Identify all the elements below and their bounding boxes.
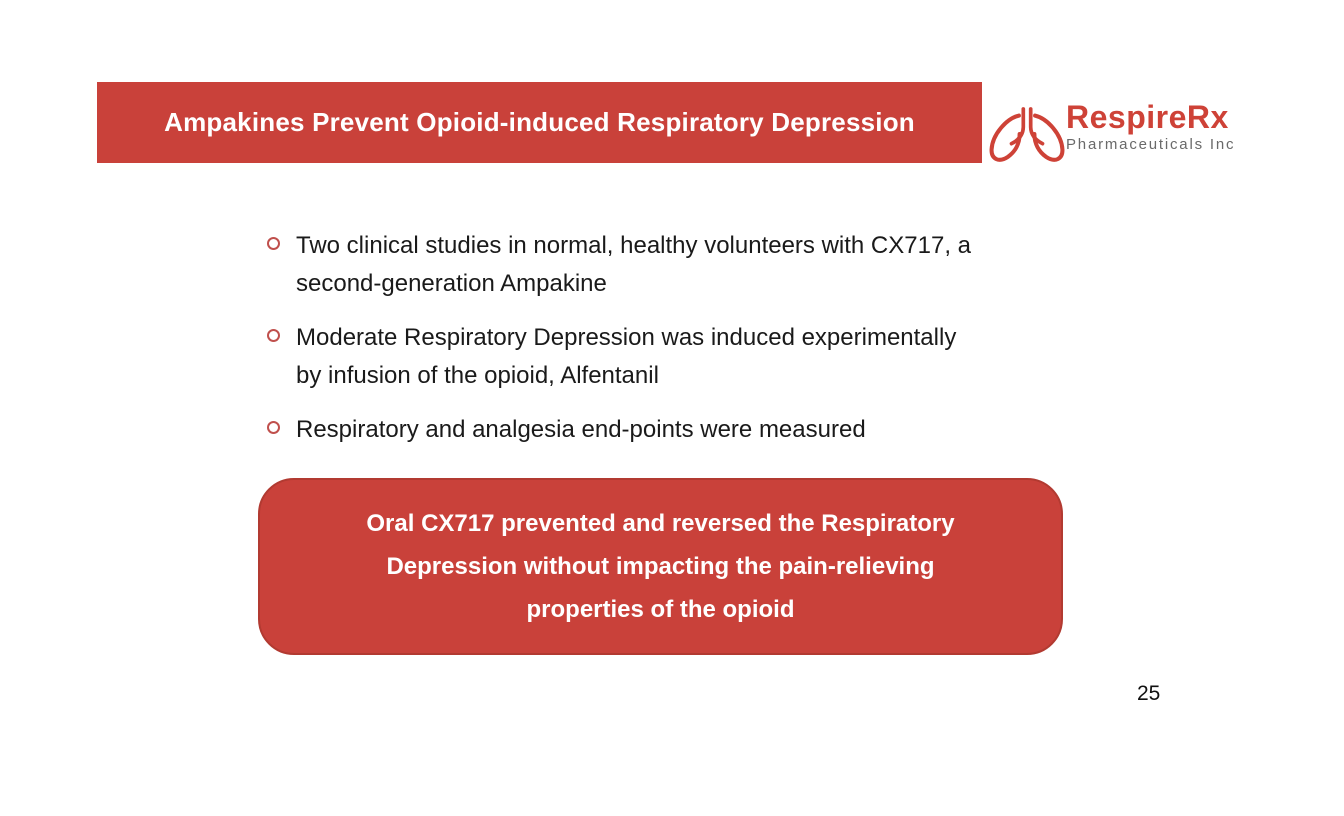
page-number: 25 — [1137, 682, 1161, 705]
bullet-item-1: Two clinical studies in normal, healthy … — [267, 227, 987, 303]
bullet-item-2: Moderate Respiratory Depression was indu… — [267, 319, 987, 395]
logo-name: RespireRx — [1066, 99, 1229, 135]
bullet-list: Two clinical studies in normal, healthy … — [267, 227, 987, 465]
callout-line-1: Oral CX717 prevented and reversed the Re… — [366, 510, 955, 537]
lungs-icon — [986, 100, 1068, 173]
bullet-text-1: Two clinical studies in normal, healthy … — [296, 232, 971, 297]
slide-title-banner: Ampakines Prevent Opioid-induced Respira… — [97, 82, 982, 163]
logo-tagline: Pharmaceuticals Inc — [1066, 136, 1236, 153]
slide-title: Ampakines Prevent Opioid-induced Respira… — [164, 107, 915, 137]
respirerx-logo: RespireRx Pharmaceuticals Inc — [986, 100, 1235, 173]
callout-line-2: Depression without impacting the pain-re… — [386, 553, 935, 580]
bullet-circle-icon — [267, 421, 280, 434]
conclusion-callout: Oral CX717 prevented and reversed the Re… — [258, 478, 1063, 655]
callout-line-3: properties of the opioid — [526, 596, 795, 623]
bullet-circle-icon — [267, 329, 280, 342]
bullet-circle-icon — [267, 237, 280, 250]
bullet-text-2: Moderate Respiratory Depression was indu… — [296, 324, 957, 389]
logo-text-block: RespireRx Pharmaceuticals Inc — [1066, 100, 1235, 153]
bullet-text-3: Respiratory and analgesia end-points wer… — [296, 416, 866, 443]
bullet-item-3: Respiratory and analgesia end-points wer… — [267, 411, 987, 449]
